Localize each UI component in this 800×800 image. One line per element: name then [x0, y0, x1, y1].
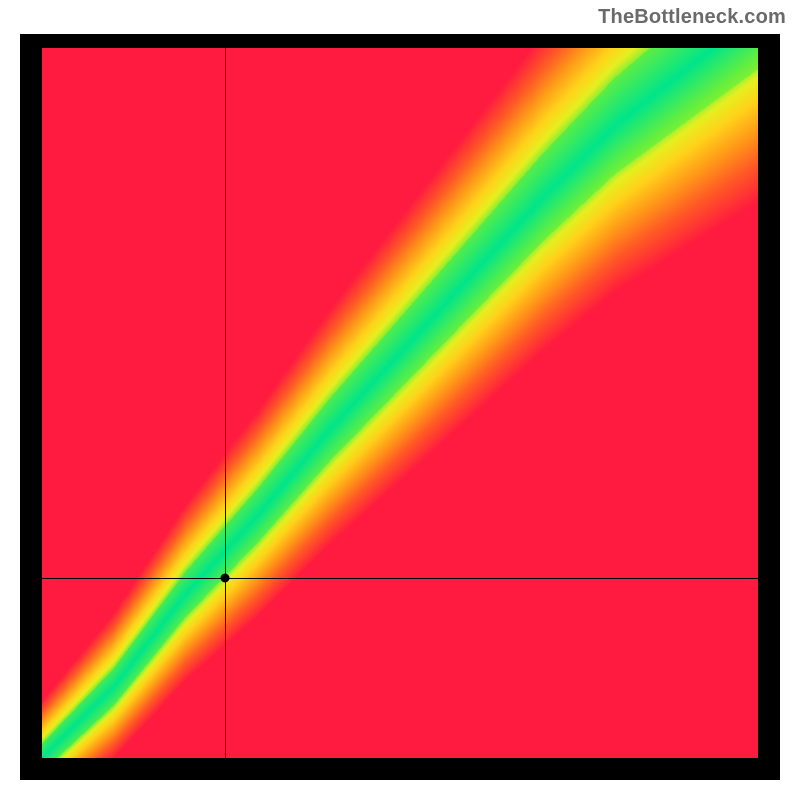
plot-frame	[20, 34, 780, 780]
crosshair-vertical	[225, 48, 226, 758]
chart-container: TheBottleneck.com	[0, 0, 800, 800]
attribution-text: TheBottleneck.com	[598, 6, 786, 29]
crosshair-horizontal	[42, 578, 758, 579]
selection-marker[interactable]	[220, 574, 229, 583]
bottleneck-heatmap	[42, 48, 758, 758]
